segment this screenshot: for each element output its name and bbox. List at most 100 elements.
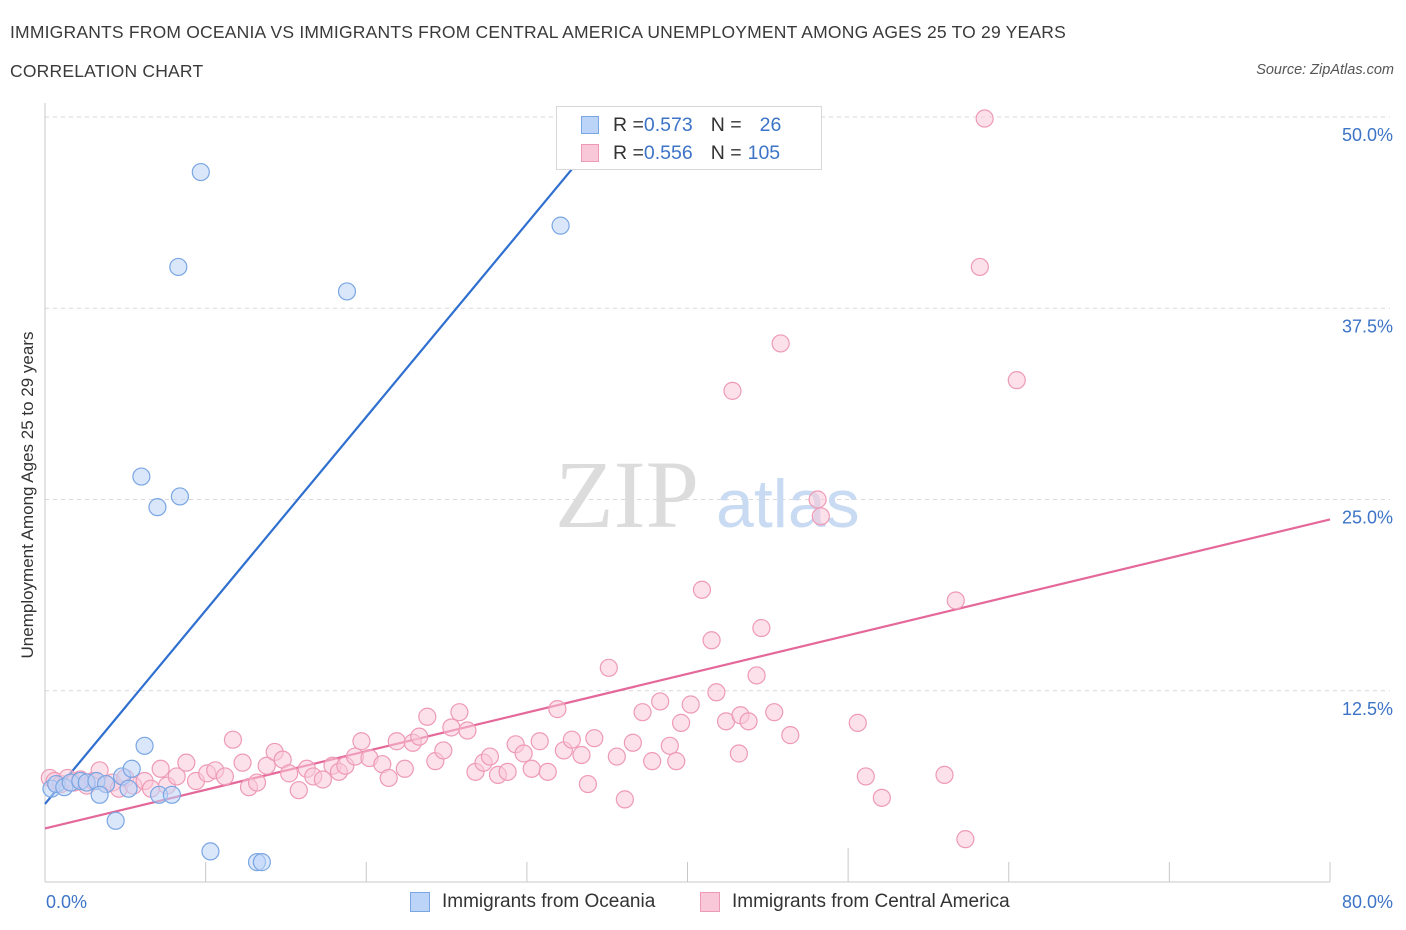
- central-america-point: [970, 257, 989, 277]
- chart-title: IMMIGRANTS FROM OCEANIA VS IMMIGRANTS FR…: [10, 22, 1066, 42]
- central-america-point: [280, 764, 299, 783]
- tick-labels: 12.5% 25.0% 37.5% 50.0% 0.0% 80.0%: [46, 125, 1393, 912]
- central-america-point: [223, 730, 243, 749]
- y-tick-label: 37.5%: [1342, 316, 1393, 336]
- central-america-point: [442, 718, 461, 737]
- grid-lines: [45, 116, 1390, 692]
- central-america-point: [562, 730, 581, 749]
- legend-n-value: 26: [759, 113, 782, 136]
- central-america-point: [956, 830, 975, 849]
- central-america-point: [572, 745, 591, 765]
- central-america-point: [387, 732, 406, 751]
- central-america-point: [692, 580, 712, 599]
- legend-row-oceania: R = 0.573 N = 26: [581, 113, 781, 137]
- watermark: ZIP atlas: [555, 441, 860, 548]
- oceania-point: [169, 257, 188, 277]
- central-america-swatch: [581, 144, 599, 162]
- central-america-point: [747, 666, 766, 685]
- central-america-point: [379, 768, 398, 788]
- central-america-point: [215, 767, 234, 786]
- central-america-point: [1007, 371, 1026, 390]
- central-america-point: [599, 658, 618, 677]
- oceania-trend-line: [44, 116, 617, 805]
- central-america-point: [418, 707, 437, 726]
- oceania-point: [162, 785, 181, 804]
- legend-label-oceania: Immigrants from Oceania: [442, 891, 656, 912]
- central-america-point: [498, 762, 517, 781]
- oceania-point: [170, 487, 190, 506]
- central-america-point: [660, 736, 679, 755]
- legend-n-value: 105: [747, 141, 781, 164]
- central-america-point: [739, 712, 758, 731]
- central-america-point: [514, 744, 533, 763]
- oceania-point: [551, 216, 570, 235]
- legend-r-value: 0.556: [643, 141, 693, 164]
- central-america-point: [707, 683, 726, 702]
- legend-r-label: R =: [613, 113, 644, 136]
- central-america-point: [723, 381, 742, 400]
- y-axis-label: Unemployment Among Ages 25 to 29 years: [18, 332, 37, 659]
- y-tick-label: 25.0%: [1342, 508, 1393, 528]
- central-america-legend-swatch: [700, 892, 720, 912]
- axes: [44, 103, 1331, 883]
- central-america-point: [395, 759, 414, 778]
- x-tick-label: 80.0%: [1342, 892, 1393, 912]
- oceania-point: [106, 811, 125, 830]
- central-america-point: [480, 747, 500, 766]
- chart-subtitle: CORRELATION CHART: [10, 61, 204, 81]
- central-america-point: [975, 109, 994, 128]
- central-america-point: [729, 744, 749, 763]
- central-america-point: [352, 732, 371, 751]
- central-america-point: [808, 490, 827, 509]
- central-america-point: [946, 591, 965, 610]
- oceania-point: [148, 498, 167, 517]
- y-tick-label: 50.0%: [1342, 125, 1393, 145]
- central-america-point: [578, 774, 598, 794]
- central-america-point: [177, 753, 196, 772]
- central-america-point: [450, 703, 469, 722]
- central-america-point: [548, 700, 567, 719]
- central-america-point: [615, 790, 634, 809]
- central-america-point: [247, 773, 267, 792]
- central-america-point: [623, 733, 642, 752]
- central-america-point: [538, 762, 557, 781]
- oceania-point: [337, 282, 357, 301]
- central-america-point: [765, 703, 784, 722]
- oceania-point: [122, 759, 141, 778]
- central-america-point: [607, 747, 626, 766]
- watermark-zip: ZIP: [555, 441, 699, 548]
- central-america-point: [233, 753, 252, 772]
- central-america-point: [781, 726, 800, 745]
- stats-legend: R = 0.573 N = 26 R = 0.556 N = 105: [556, 106, 822, 170]
- central-america-point: [522, 759, 541, 778]
- data-points: [40, 109, 1026, 872]
- legend-r-label: R =: [613, 141, 644, 164]
- y-tick-label: 12.5%: [1342, 699, 1393, 719]
- central-america-point: [651, 692, 670, 711]
- oceania-point: [201, 842, 220, 861]
- central-america-point: [167, 767, 186, 786]
- oceania-point: [135, 736, 154, 755]
- oceania-legend-swatch: [410, 892, 430, 912]
- central-america-point: [811, 507, 830, 526]
- central-america-point: [671, 713, 691, 732]
- central-america-point: [434, 741, 453, 760]
- source-credit: Source: ZipAtlas.com: [1256, 62, 1394, 78]
- legend-item-central-america: Immigrants from Central America: [700, 890, 1010, 914]
- watermark-atlas: atlas: [716, 466, 860, 542]
- central-america-point: [410, 727, 429, 746]
- legend-n-label: N =: [710, 141, 742, 164]
- central-america-point: [458, 721, 477, 740]
- central-america-point: [289, 781, 308, 800]
- central-america-point: [848, 713, 867, 732]
- central-america-point: [856, 767, 875, 786]
- central-america-point: [681, 695, 700, 714]
- legend-n-label: N =: [710, 113, 742, 136]
- central-america-point: [151, 759, 170, 778]
- x-tick-label: 0.0%: [46, 892, 87, 912]
- central-america-point: [313, 770, 332, 789]
- central-america-point: [752, 618, 771, 638]
- oceania-point: [132, 467, 151, 486]
- central-america-point: [257, 756, 276, 775]
